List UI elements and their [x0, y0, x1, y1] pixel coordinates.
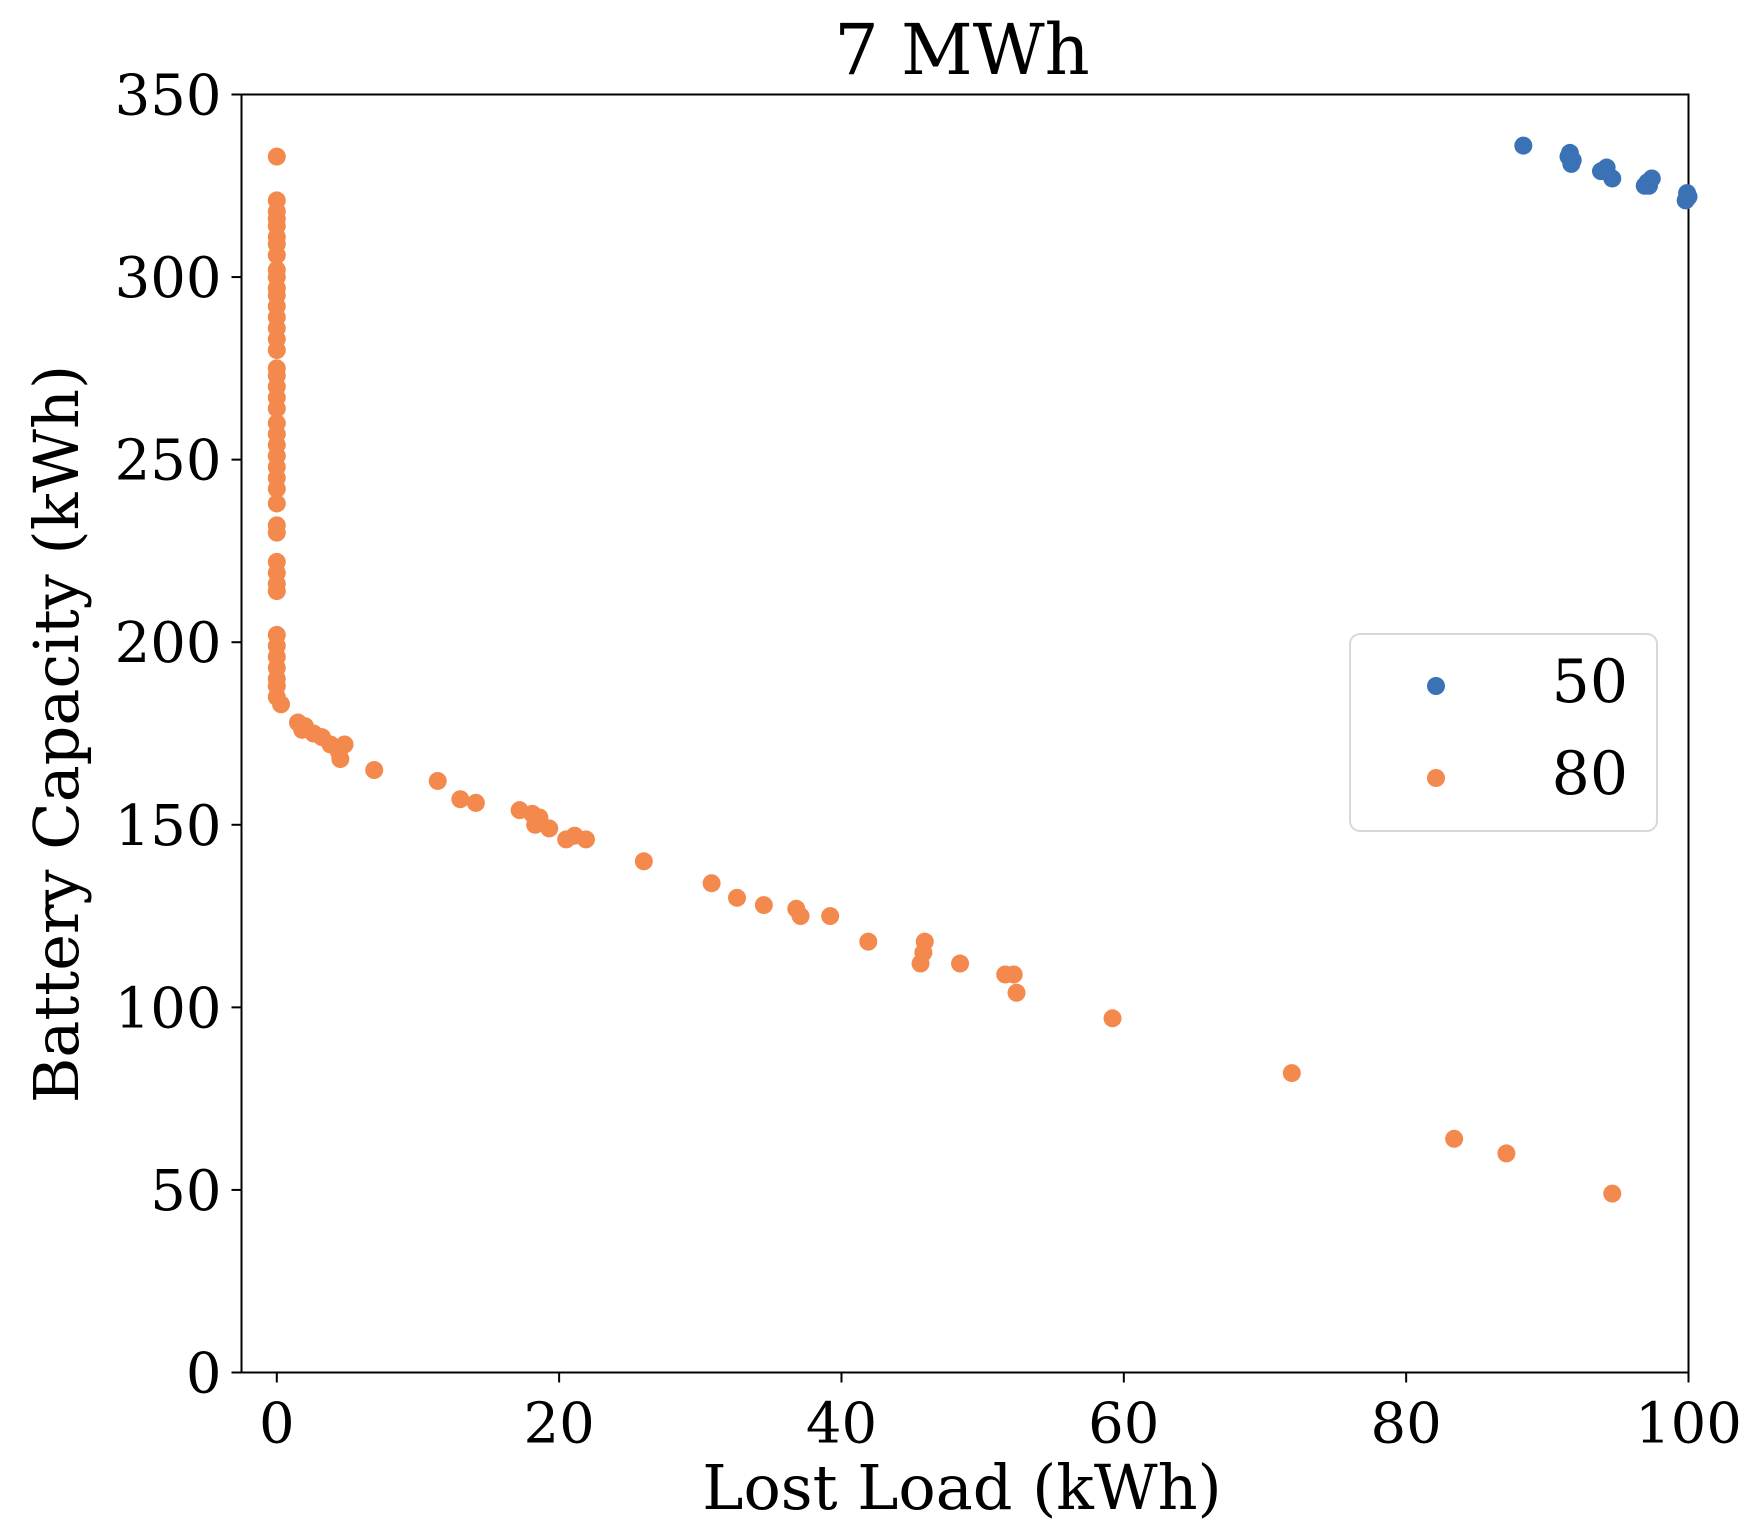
data-point-series-80 — [267, 341, 286, 360]
data-point-series-80 — [267, 494, 286, 513]
legend-marker-50 — [1427, 677, 1445, 695]
data-point-series-80 — [576, 830, 595, 849]
data-point-series-80 — [754, 896, 773, 915]
data-point-series-80 — [428, 771, 447, 790]
y-axis-label: Battery Capacity (kWh) — [20, 365, 93, 1103]
data-point-series-50 — [1514, 136, 1533, 155]
data-point-series-80 — [1445, 1129, 1464, 1148]
data-point-series-80 — [272, 695, 291, 714]
y-tick-label: 300 — [115, 246, 222, 311]
data-point-series-80 — [1603, 1184, 1622, 1203]
x-tick-label: 60 — [1088, 1392, 1159, 1457]
data-point-series-80 — [634, 852, 653, 871]
data-point-series-50 — [1639, 176, 1658, 195]
plot-frame — [240, 93, 1690, 1374]
y-tick-label: 250 — [115, 429, 222, 494]
y-tick-label: 50 — [150, 1159, 221, 1224]
data-point-series-80 — [335, 735, 354, 754]
x-tick-label: 100 — [1635, 1392, 1742, 1457]
x-tick-label: 40 — [806, 1392, 877, 1457]
legend-label-50: 50 — [1552, 647, 1628, 717]
x-tick-label: 0 — [259, 1392, 295, 1457]
data-point-series-80 — [1004, 965, 1023, 984]
data-point-series-50 — [1679, 187, 1698, 206]
data-point-series-50 — [1562, 154, 1581, 173]
data-point-series-80 — [466, 793, 485, 812]
y-tick-label: 350 — [115, 64, 222, 129]
data-point-series-80 — [267, 147, 286, 166]
chart-title: 7 MWh — [834, 9, 1090, 91]
data-point-series-80 — [267, 479, 286, 498]
data-point-series-80 — [267, 246, 286, 265]
x-tick-label: 20 — [524, 1392, 595, 1457]
x-tick-label: 80 — [1371, 1392, 1442, 1457]
legend-box — [1349, 633, 1658, 832]
legend-marker-80 — [1427, 769, 1445, 787]
y-tick-label: 200 — [115, 611, 222, 676]
data-point-series-80 — [267, 399, 286, 418]
data-point-series-80 — [702, 874, 721, 893]
data-point-series-80 — [859, 932, 878, 951]
y-axis: 0 50 100 150 200 250 300 350 — [115, 64, 242, 1407]
data-point-series-80 — [1103, 1009, 1122, 1028]
data-point-series-80 — [1282, 1064, 1301, 1083]
data-point-series-80 — [451, 790, 470, 809]
data-point-series-80 — [365, 761, 384, 780]
data-point-series-80 — [821, 907, 840, 926]
x-axis: 0 20 40 60 80 100 — [259, 1372, 1742, 1457]
y-tick-label: 100 — [115, 976, 222, 1041]
legend: 50 80 — [1349, 633, 1658, 832]
data-points — [267, 136, 1698, 1203]
data-point-series-80 — [791, 907, 810, 926]
y-tick-label: 0 — [186, 1342, 222, 1407]
data-point-series-80 — [1007, 983, 1026, 1002]
data-point-series-80 — [1497, 1144, 1516, 1163]
data-point-series-80 — [331, 750, 350, 769]
data-point-series-80 — [951, 954, 970, 973]
data-point-series-80 — [915, 932, 934, 951]
data-point-series-80 — [267, 582, 286, 601]
data-point-series-80 — [540, 819, 559, 838]
x-axis-label: Lost Load (kWh) — [702, 1451, 1221, 1524]
data-point-series-80 — [728, 888, 747, 907]
data-point-series-50 — [1603, 169, 1622, 188]
data-point-series-80 — [267, 523, 286, 542]
y-tick-label: 150 — [115, 794, 222, 859]
legend-label-80: 80 — [1552, 739, 1628, 809]
